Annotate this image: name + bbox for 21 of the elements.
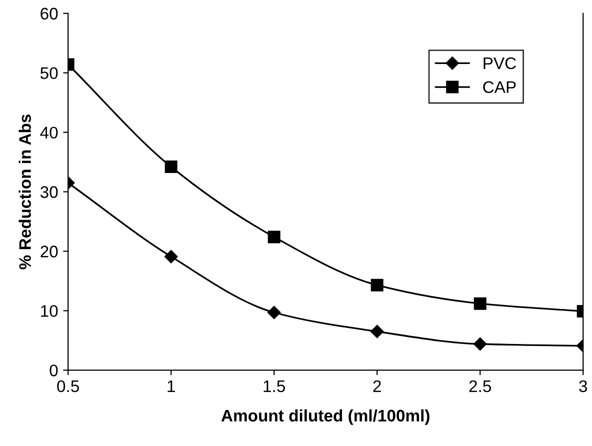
y-tick-label: 40 (40, 126, 58, 139)
x-axis-title: Amount diluted (ml/100ml) (221, 409, 430, 425)
y-tick-label: 20 (40, 246, 58, 258)
x-tick-label: 1 (168, 380, 175, 392)
x-tick-label: 0.5 (57, 380, 79, 392)
point (268, 306, 281, 320)
legend-label: PVC (484, 57, 516, 70)
x-tick-label: 3 (579, 380, 588, 392)
x-tick-label: 1.5 (264, 380, 285, 392)
y-tick-label: 0 (50, 364, 58, 376)
point (268, 230, 280, 244)
y-tick-label: 50 (40, 67, 58, 80)
x-tick-label: 2 (373, 380, 381, 392)
y-tick-label: 60 (40, 8, 58, 20)
point (370, 278, 384, 292)
y-tick-label: 10 (41, 305, 58, 317)
legend-label: CAP (483, 81, 516, 94)
x-tick-label: 2.5 (469, 380, 491, 392)
y-axis-title: % Reduction in Abs (18, 114, 31, 270)
y-tick-label: 30 (40, 186, 58, 198)
point (370, 324, 384, 338)
